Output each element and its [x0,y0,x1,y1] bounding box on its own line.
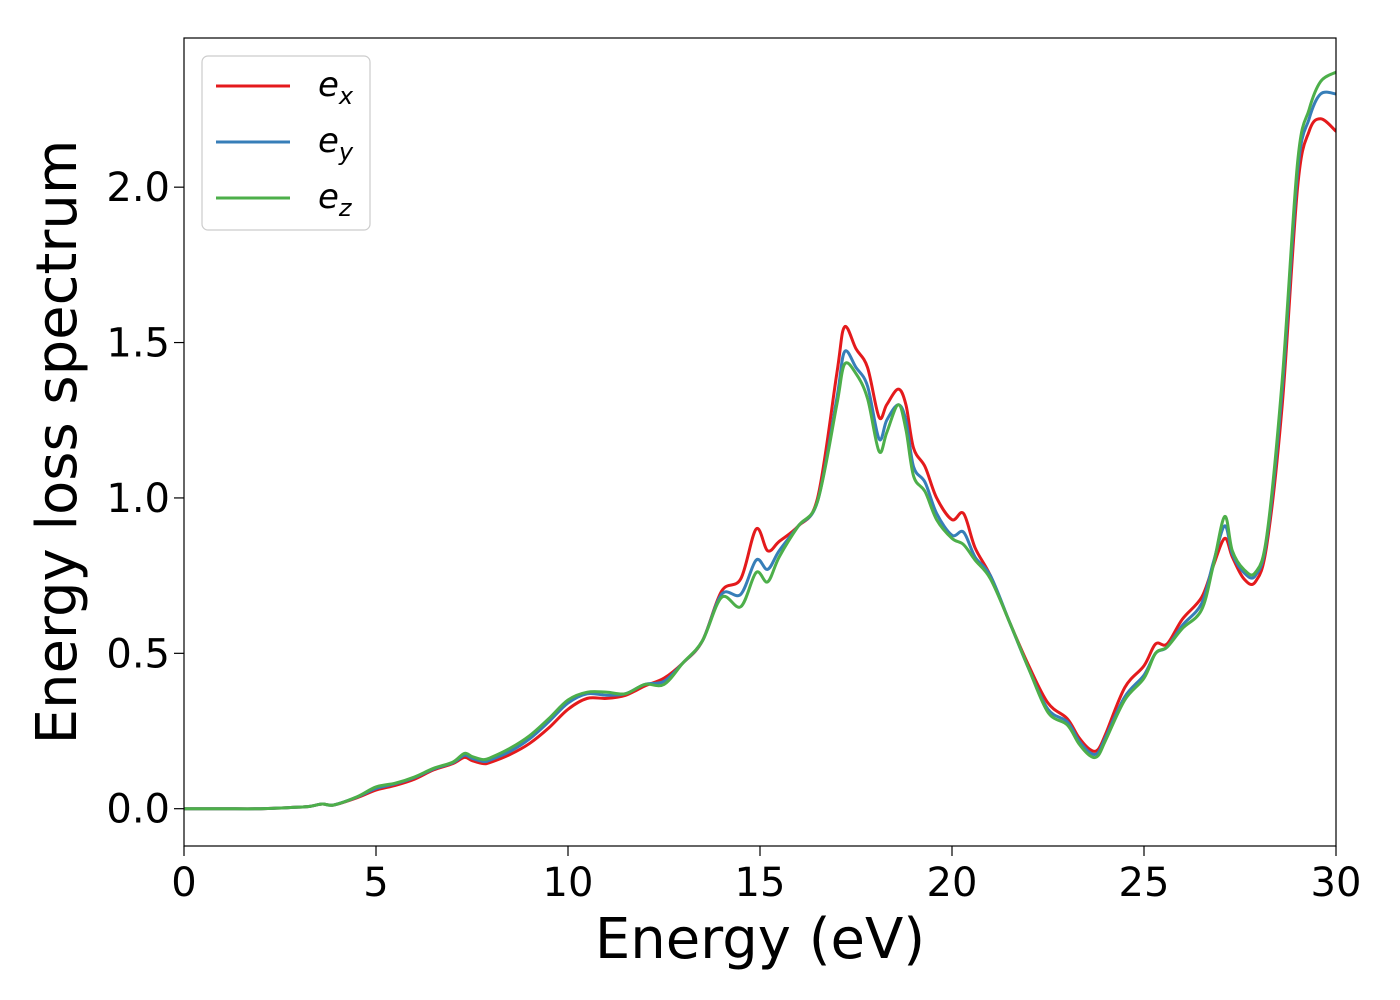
x-axis: 0 5 10 15 20 25 30 [171,846,1361,906]
y-tick-label: 1.5 [106,321,170,367]
x-tick-label: 25 [1119,860,1170,906]
series-layer [184,70,1336,811]
y-axis-label: Energy loss spectrum [25,140,90,745]
series-line-ez [184,70,1336,811]
x-tick-label: 20 [927,860,978,906]
x-tick-label: 10 [543,860,594,906]
y-axis: 0.0 0.5 1.0 1.5 2.0 [106,165,184,833]
y-tick-label: 2.0 [106,165,170,211]
y-tick-label: 0.5 [106,631,170,677]
legend-label-ey: ey [318,121,354,166]
y-tick-label: 0.0 [106,787,170,833]
legend: ex ey ez [201,55,371,231]
x-tick-label: 15 [735,860,786,906]
x-tick-label: 5 [363,860,388,906]
legend-label-ez: ez [318,177,353,222]
y-tick-label: 1.0 [106,476,170,522]
x-tick-label: 0 [171,860,196,906]
x-axis-label: Energy (eV) [595,907,925,972]
legend-label-ex: ex [318,65,354,110]
x-tick-label: 30 [1311,860,1362,906]
